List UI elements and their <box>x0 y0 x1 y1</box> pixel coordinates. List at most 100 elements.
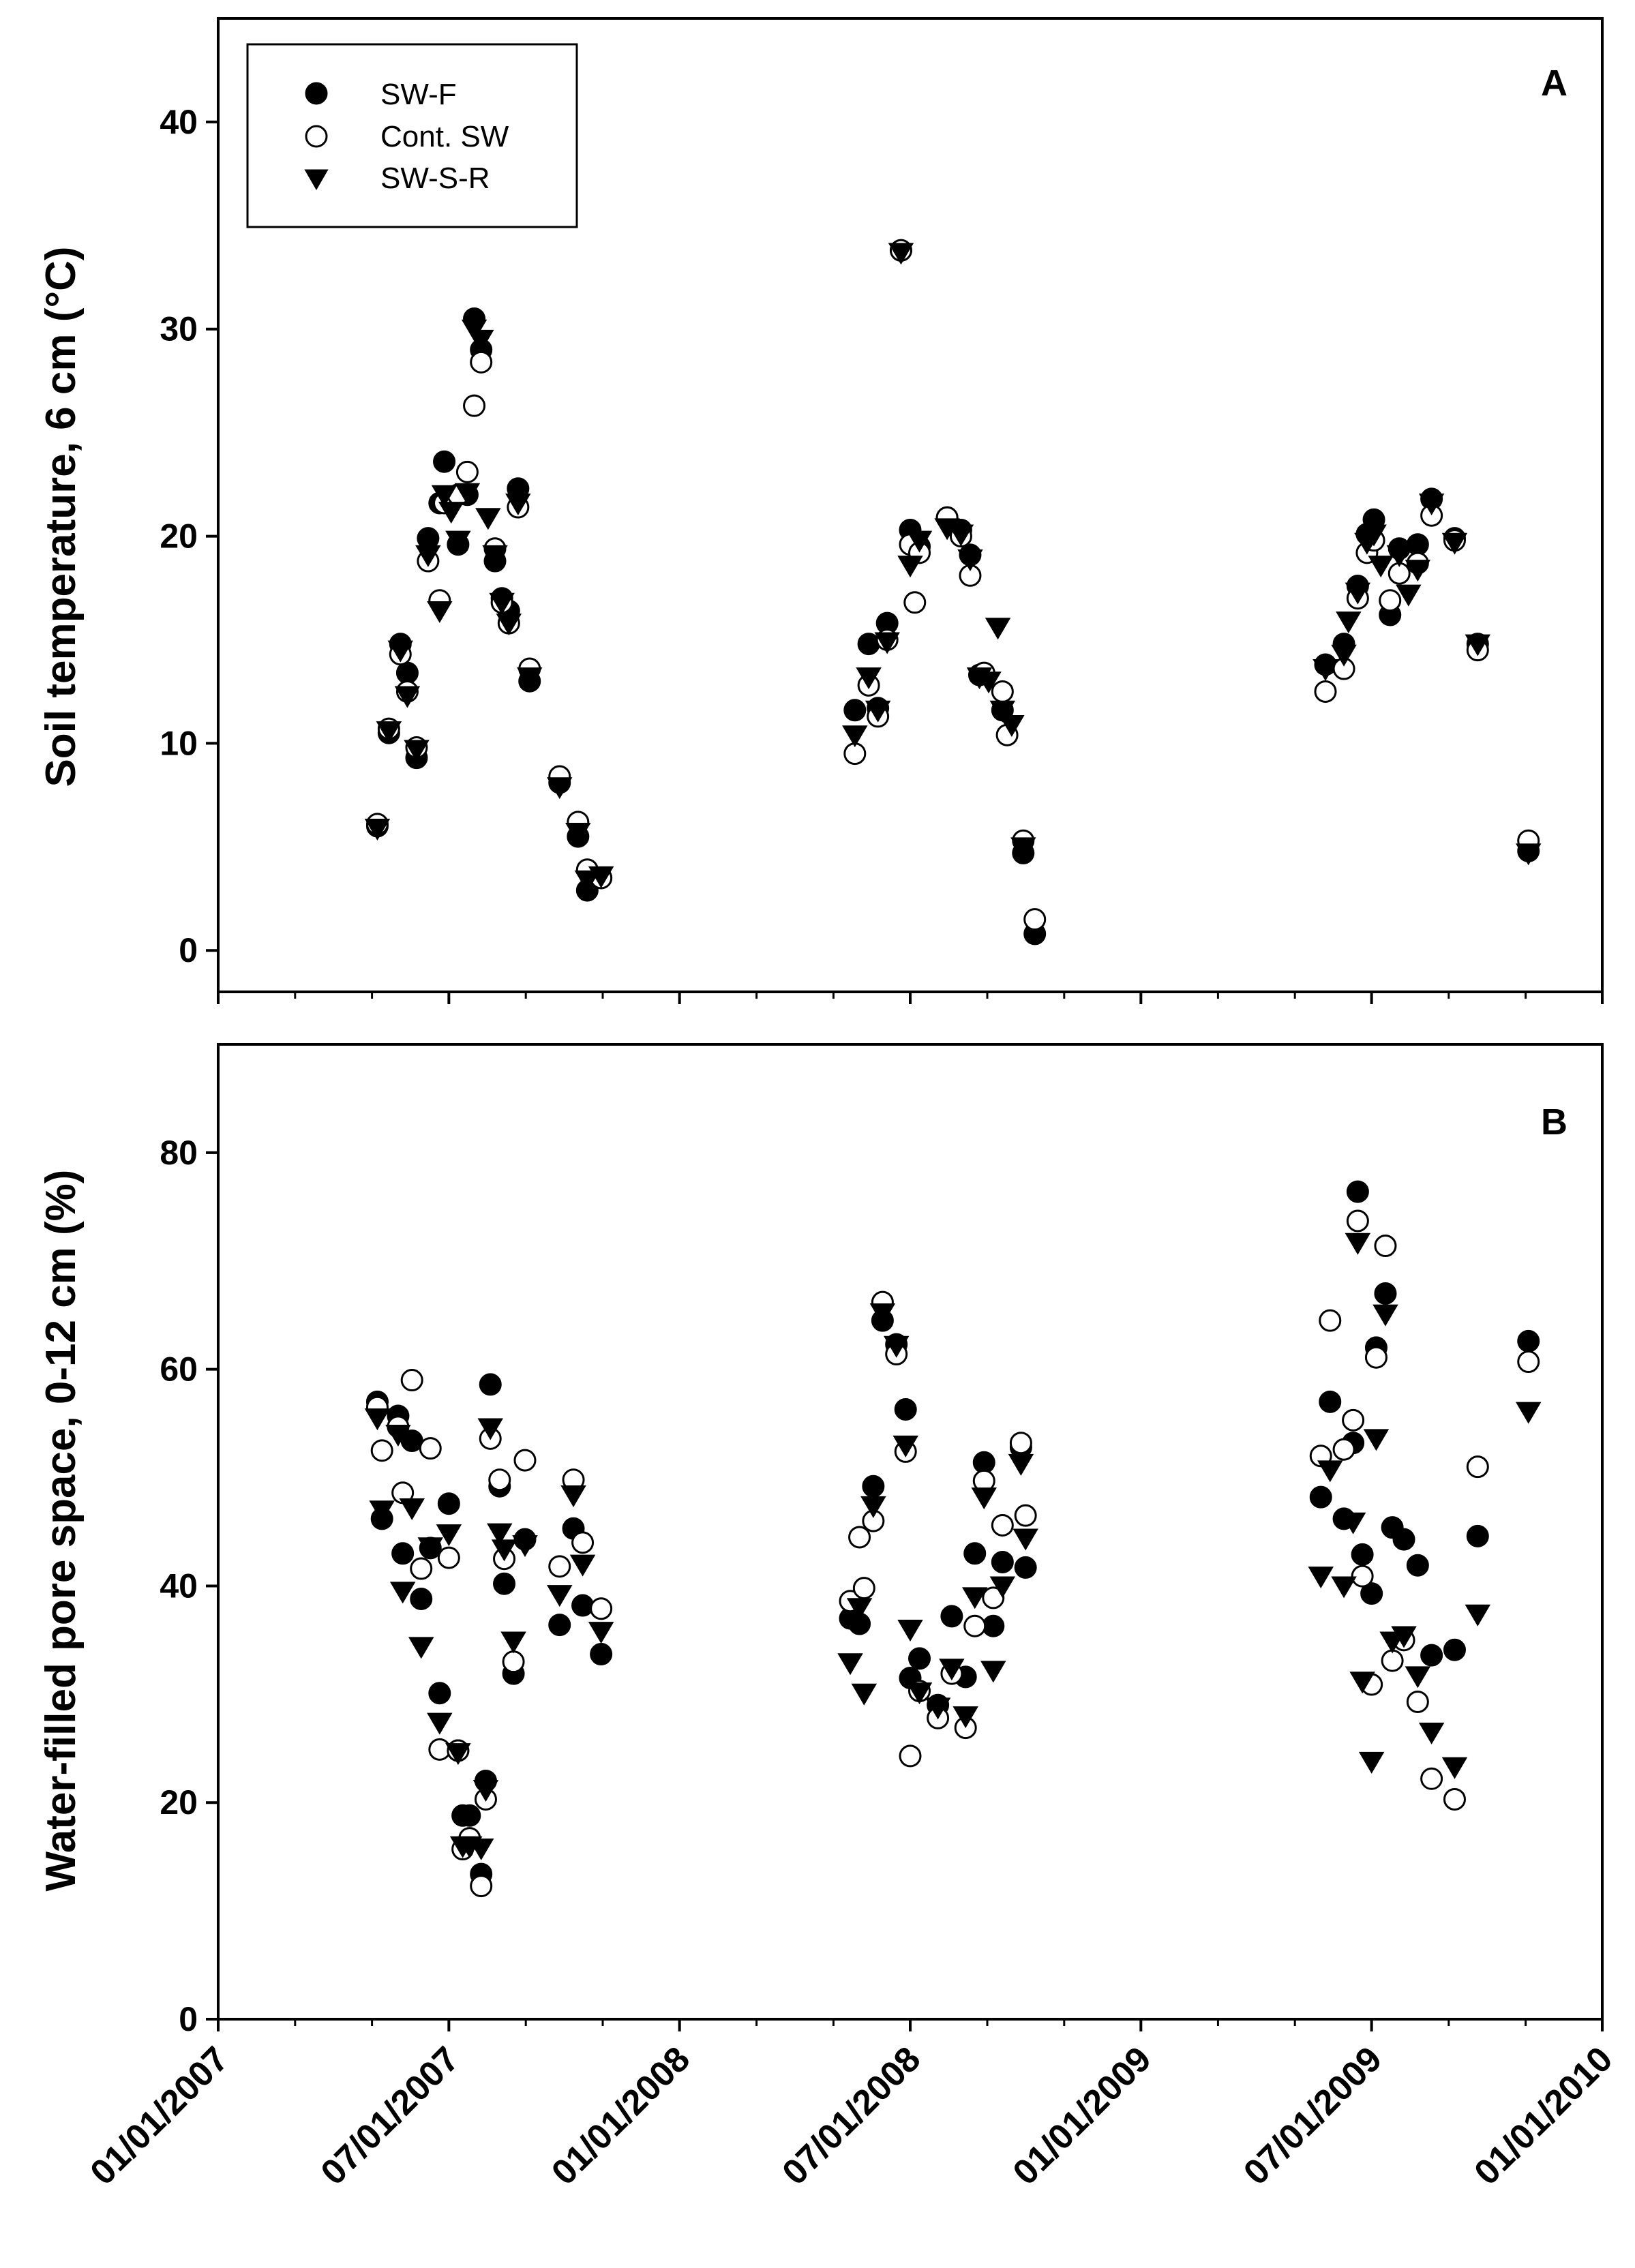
panel-b-sw-s-r-point <box>389 1582 416 1604</box>
panel-b-cont-sw-point <box>1420 1767 1443 1790</box>
panel-b-sw-s-r-point <box>1372 1304 1398 1327</box>
panel-b-sw-f-point <box>1351 1543 1374 1566</box>
panel-a-sw-s-r-point <box>1441 532 1468 555</box>
panel-b-sw-f-point <box>493 1572 516 1595</box>
panel-a-sw-s-r-point <box>948 524 974 547</box>
panel-a-sw-f-point <box>843 699 867 722</box>
panel-a-sw-s-r-point <box>999 715 1025 738</box>
panel-b-sw-f-point <box>982 1614 1005 1637</box>
panel-b-sw-s-r-point <box>588 1622 614 1644</box>
x-axis-date-label: 01/01/2009 <box>1006 2039 1159 2192</box>
panel-a-points <box>364 239 1542 946</box>
panel-b-sw-s-r-point <box>468 1838 494 1860</box>
panel-b-cont-sw-point <box>590 1597 613 1620</box>
panel-a-sw-s-r-point <box>415 545 441 567</box>
panel-b-sw-s-r-point <box>1331 1576 1357 1599</box>
panel-b-sw-f-point <box>963 1542 987 1565</box>
panel-a-sw-s-r-point <box>475 508 501 530</box>
panel-a-cont-sw-point <box>1314 680 1337 703</box>
panel-b-sw-s-r-point <box>1363 1429 1390 1451</box>
panel-b-sw-s-r-point <box>952 1706 978 1729</box>
panel-b-cont-sw-point <box>400 1369 423 1392</box>
x-axis-date-label: 07/01/2007 <box>314 2039 467 2192</box>
panel-b-sw-s-r-point <box>925 1697 951 1720</box>
panel-a-cont-sw-point <box>991 680 1014 703</box>
x-axis-date-label: 07/01/2009 <box>1236 2039 1390 2192</box>
panel-b-sw-s-r-point <box>1349 1672 1375 1694</box>
panel-b-cont-sw-point <box>1332 1438 1355 1461</box>
panel-a-sw-s-r-point <box>517 667 543 690</box>
x-axis-date-label: 07/01/2008 <box>775 2039 928 2192</box>
panel-b-sw-f-point <box>940 1605 963 1628</box>
panel-a-sw-s-r-point <box>874 632 900 654</box>
panel-b-sw-s-r-point <box>1465 1604 1491 1627</box>
panel-b-sw-s-r-point <box>846 1598 873 1620</box>
panel-a-sw-s-r-point <box>454 483 481 505</box>
panel-a-sw-s-r-point <box>1010 837 1036 860</box>
legend-sw-f-label: SW-F <box>380 78 457 111</box>
panel-b-sw-f-point <box>479 1373 502 1396</box>
panel-a-sw-s-r-point <box>364 818 391 841</box>
panel-a-ticks: 0 10 20 30 40 <box>160 103 1604 1004</box>
panel-b-sw-f-point <box>410 1588 433 1611</box>
legend: SW-F Cont. SW SW-S-R <box>246 43 578 228</box>
panel-b-sw-f-point <box>908 1647 931 1670</box>
panel-b-sw-f-point <box>972 1451 995 1474</box>
panel-a-sw-s-r-point <box>445 530 471 553</box>
panel-b-cont-sw-point <box>437 1546 460 1569</box>
panel-a-y-tick-label: 40 <box>160 103 198 141</box>
panel-a-sw-s-r-point <box>897 556 923 578</box>
panel-a-sw-s-r-point <box>976 671 1002 694</box>
panel-a-cont-sw-point <box>463 394 486 417</box>
panel-b-cont-sw-point <box>571 1531 595 1554</box>
panel-b-water-filled-pore-space: 0 20 40 60 80 B Water-filled pore space, 0-1… <box>38 1043 1604 2038</box>
panel-b-sw-f-point <box>1517 1329 1540 1352</box>
panel-a-y-tick-label: 30 <box>160 310 198 348</box>
panel-b-sw-f-point <box>1360 1582 1383 1605</box>
panel-b-cont-sw-point <box>1346 1209 1369 1233</box>
panel-a-sw-s-r-point <box>427 601 453 623</box>
panel-b-cont-sw-point <box>1009 1432 1032 1455</box>
panel-b-sw-s-r-point <box>961 1587 988 1609</box>
panel-b-cont-sw-point <box>1319 1309 1342 1332</box>
panel-a-sw-s-r-point <box>856 667 882 690</box>
panel-a-sw-s-r-point <box>888 243 914 265</box>
panel-b-sw-s-r-point <box>1441 1757 1468 1779</box>
panel-b-sw-f-point <box>428 1682 451 1705</box>
panel-b-cont-sw-point <box>1517 1350 1540 1374</box>
panel-b-sw-f-point <box>1319 1390 1342 1413</box>
panel-a-sw-s-r-point <box>957 549 983 571</box>
panel-a-sw-s-r-point <box>546 777 573 800</box>
panel-a-cont-sw-point <box>1023 908 1047 931</box>
panel-a-sw-s-r-point <box>1405 560 1431 582</box>
panel-a-sw-s-r-point <box>505 493 531 515</box>
panel-b-sw-f-point <box>391 1542 415 1565</box>
panel-b-y-tick-label: 0 <box>179 2000 198 2038</box>
panel-a-sw-s-r-point <box>1336 611 1362 634</box>
panel-b-sw-s-r-point <box>860 1496 886 1518</box>
panel-b-sw-s-r-point <box>487 1523 513 1545</box>
panel-a-y-tick-label: 20 <box>160 517 198 556</box>
panel-b-sw-s-r-point <box>869 1303 896 1326</box>
panel-b-sw-s-r-point <box>364 1408 391 1431</box>
panel-a-sw-s-r-point <box>468 329 494 352</box>
panel-b-sw-s-r-point <box>445 1743 471 1766</box>
panel-b-sw-s-r-point <box>989 1576 1016 1599</box>
panel-a-sw-s-r-point <box>989 700 1016 723</box>
panel-b-sw-s-r-point <box>1418 1722 1445 1744</box>
panel-a-sw-s-r-point <box>1361 524 1387 547</box>
panel-a-sw-s-r-point <box>376 721 402 744</box>
panel-b-sw-s-r-point <box>399 1498 425 1521</box>
panel-b-sw-f-point <box>458 1804 481 1827</box>
panel-b-cont-sw-point <box>1364 1346 1388 1369</box>
panel-b-sw-s-r-point <box>1345 1233 1371 1255</box>
panel-a-sw-s-r-point <box>394 686 421 708</box>
panel-b-sw-s-r-point <box>1340 1512 1366 1534</box>
panel-b-cont-sw-point <box>470 1875 493 1898</box>
panel-b-cont-sw-point <box>848 1526 871 1549</box>
panel-b-sw-f-point <box>571 1594 595 1617</box>
panel-b-sw-s-r-point <box>560 1485 586 1507</box>
panel-a-sw-f-point <box>1406 533 1429 556</box>
legend-sw-f-marker <box>305 82 328 105</box>
panel-b-sw-f-point <box>1374 1282 1397 1305</box>
